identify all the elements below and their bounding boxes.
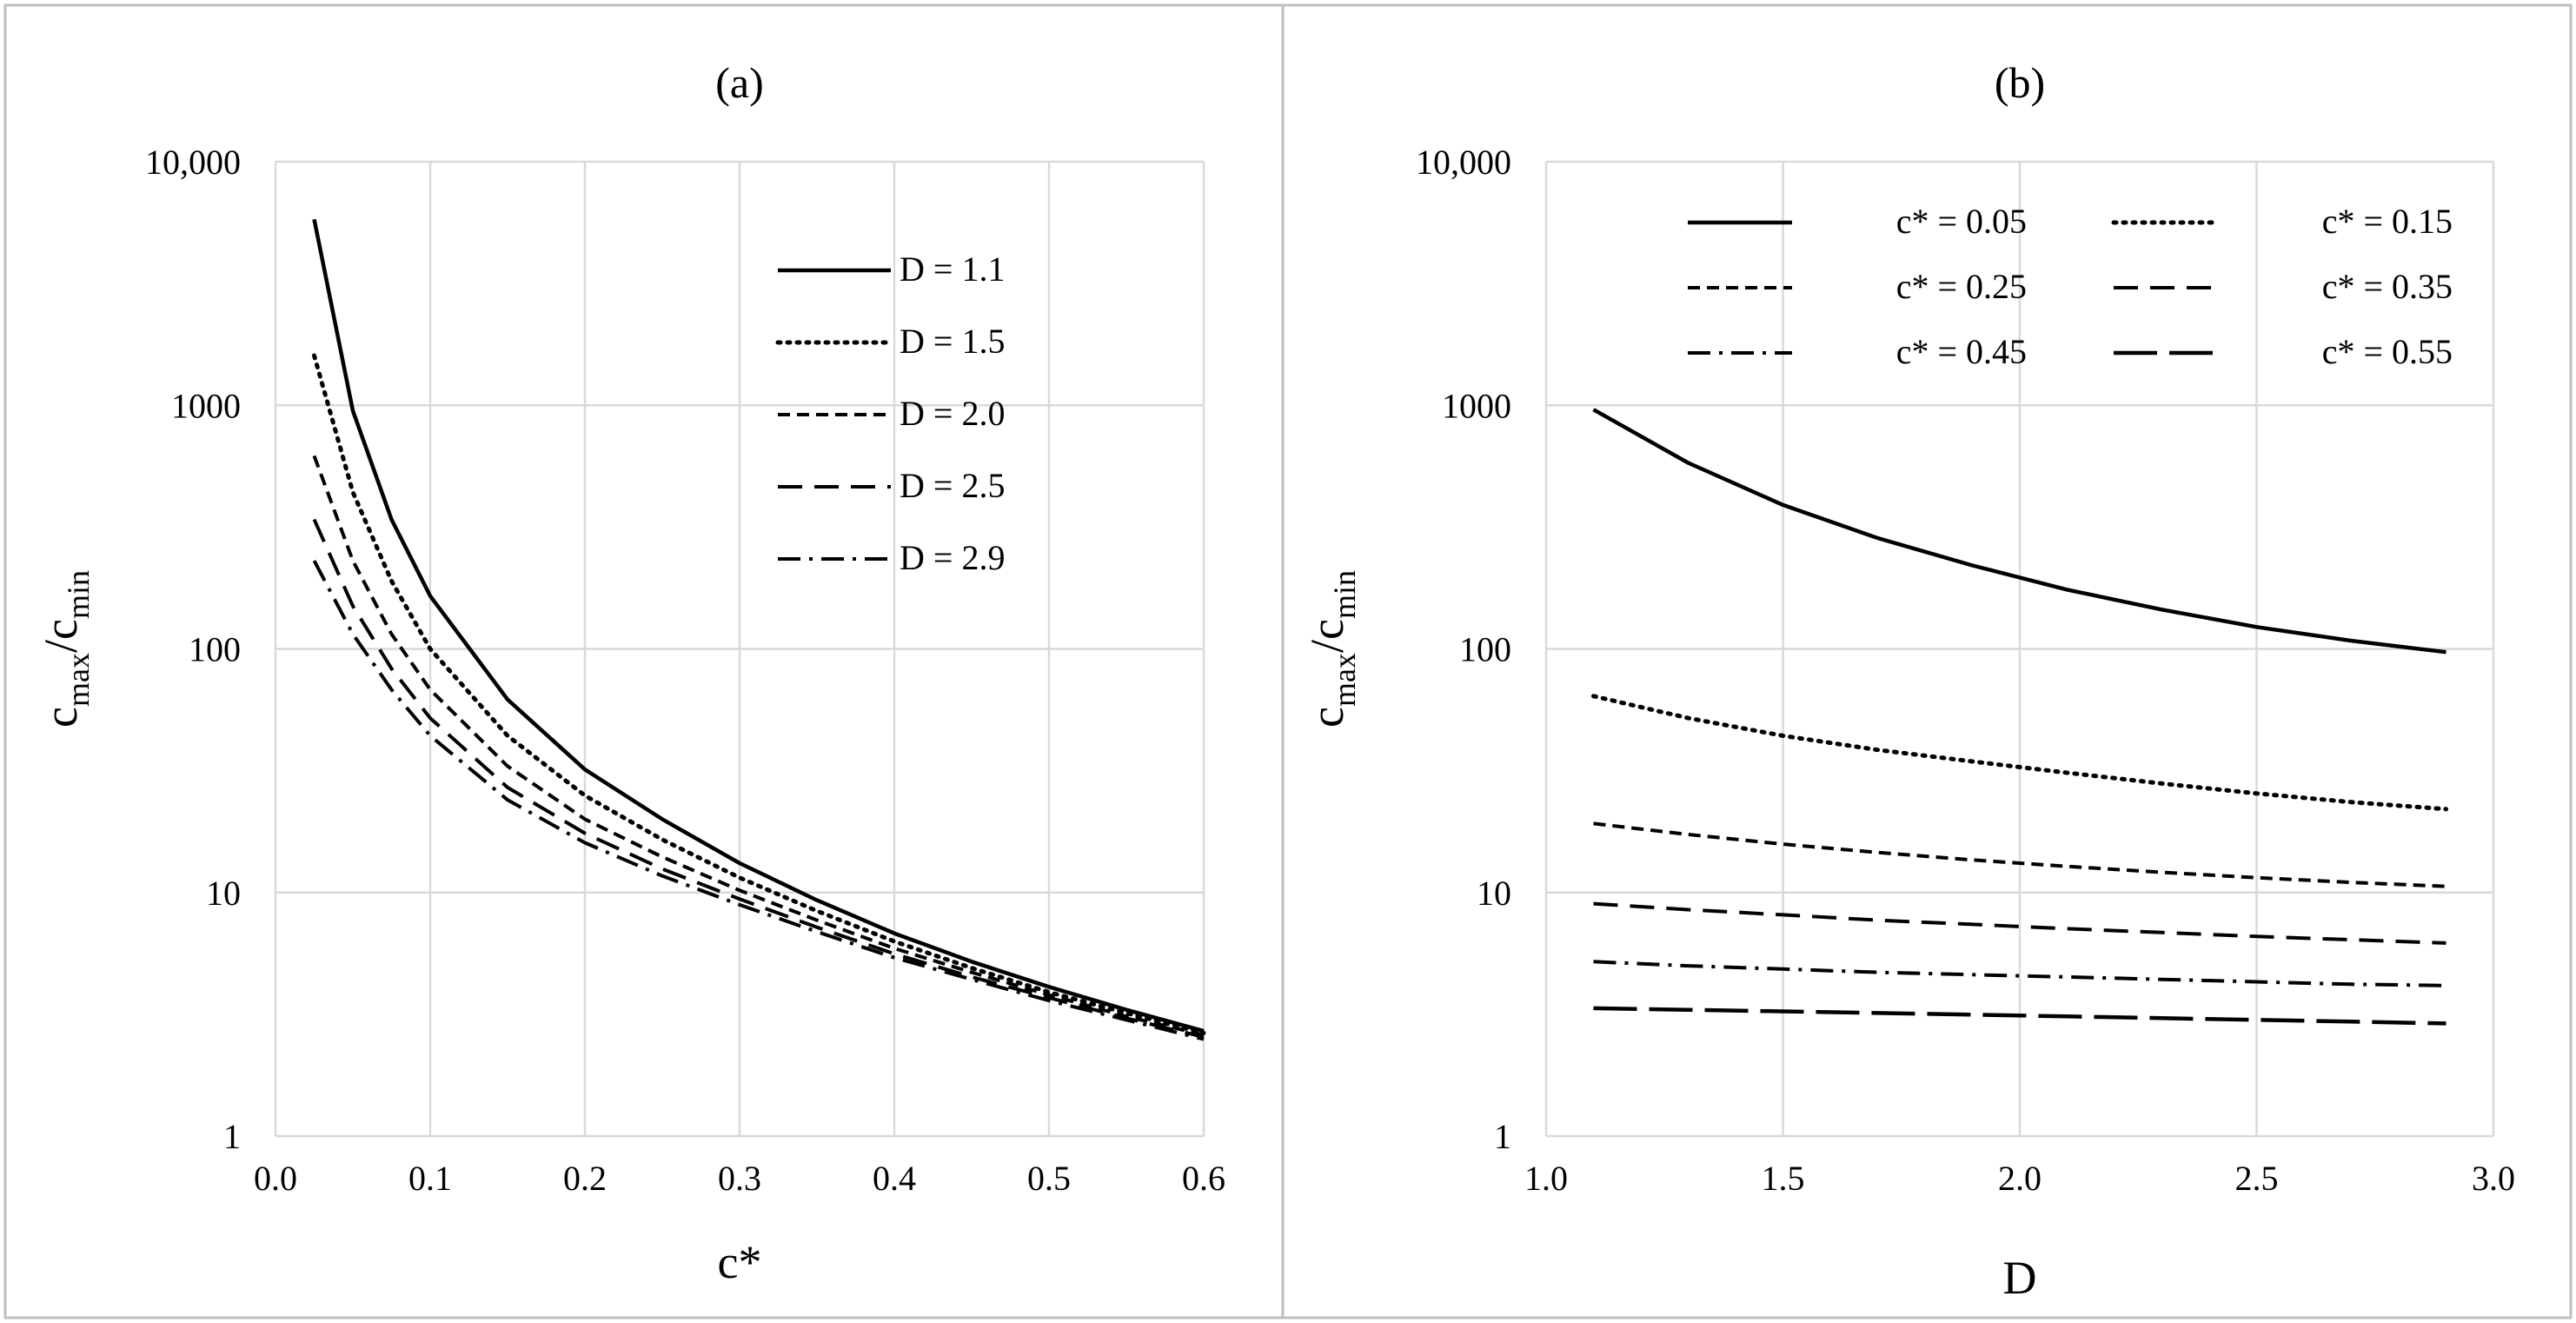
legend-label: D = 2.5 [900, 466, 1005, 505]
series-line-2 [312, 353, 1206, 1035]
series-line-3 [1593, 821, 2447, 888]
legend-label: D = 2.0 [900, 394, 1005, 433]
panel-b-frame [1281, 3, 2573, 1320]
y-axis-label: cmax/cmin [35, 570, 96, 728]
chart-title: (a) [715, 58, 764, 107]
series-line-5 [312, 560, 1205, 1041]
y-tick-label: 10,000 [145, 143, 241, 182]
x-tick-label: 0.0 [254, 1159, 297, 1198]
x-tick-label: 0.4 [873, 1159, 916, 1198]
x-tick-label: 2.0 [1998, 1159, 2042, 1198]
y-tick-label: 100 [189, 630, 241, 669]
legend-label: c* = 0.05 [1896, 202, 2027, 241]
y-axis-label: cmax/cmin [1301, 570, 1362, 728]
series-line-2 [1591, 694, 2448, 812]
legend-label: c* = 0.35 [2322, 267, 2453, 306]
x-axis-label: c* [718, 1236, 762, 1288]
x-tick-label: 1.5 [1762, 1159, 1805, 1198]
series-line-1 [1592, 408, 2447, 655]
series-line-3 [312, 455, 1205, 1037]
y-tick-label: 10 [206, 874, 241, 913]
x-axis-label: D [2003, 1252, 2037, 1304]
chart-a: 0.0 0.1 0.2 0.3 0.4 0.5 0.6 1 10 100 1000 10,000 (a)… [35, 58, 1225, 1288]
x-tick-label: 0.5 [1027, 1159, 1071, 1198]
x-tick-label: 0.2 [563, 1159, 607, 1198]
series-line-1 [312, 218, 1205, 1034]
series-line-6 [1593, 1006, 2447, 1026]
y-tick-label: 1 [1494, 1117, 1511, 1156]
x-tick-label: 3.0 [2472, 1159, 2515, 1198]
chart-title: (b) [1995, 58, 2045, 107]
y-tick-label: 10,000 [1416, 143, 1511, 182]
x-tick-label: 0.3 [718, 1159, 761, 1198]
series-line-4 [1593, 901, 2447, 945]
y-tick-label: 1000 [171, 386, 241, 425]
series-line-4 [312, 518, 1205, 1040]
chart-b: 1.0 1.5 2.0 2.5 3.0 1 10 100 1000 10,000 (b) Dcmax/… [1301, 58, 2515, 1304]
x-tick-label: 1.0 [1524, 1159, 1568, 1198]
legend-label: c* = 0.25 [1896, 267, 2027, 306]
x-tick-label: 0.1 [408, 1159, 452, 1198]
y-tick-label: 100 [1459, 630, 1511, 669]
legend-label: D = 2.9 [900, 538, 1005, 577]
x-tick-label: 0.6 [1182, 1159, 1225, 1198]
legend: c* = 0.05 c* = 0.15 c* = 0.25 c* = 0.35 c* =… [1688, 202, 2453, 371]
legend-label: D = 1.1 [900, 249, 1005, 289]
y-tick-label: 1000 [1442, 386, 1511, 425]
legend: D = 1.1 D = 1.5 D = 2.0 D = 2.5 D = 2.9 [775, 249, 1005, 577]
x-tick-label: 2.5 [2235, 1159, 2279, 1198]
series-line-5 [1593, 960, 2447, 987]
legend-label: c* = 0.45 [1896, 332, 2027, 371]
legend-label: c* = 0.15 [2322, 202, 2453, 241]
legend-label: D = 1.5 [900, 322, 1005, 361]
y-tick-label: 1 [223, 1117, 241, 1156]
y-tick-label: 10 [1477, 874, 1511, 913]
legend-label: c* = 0.55 [2322, 332, 2453, 371]
